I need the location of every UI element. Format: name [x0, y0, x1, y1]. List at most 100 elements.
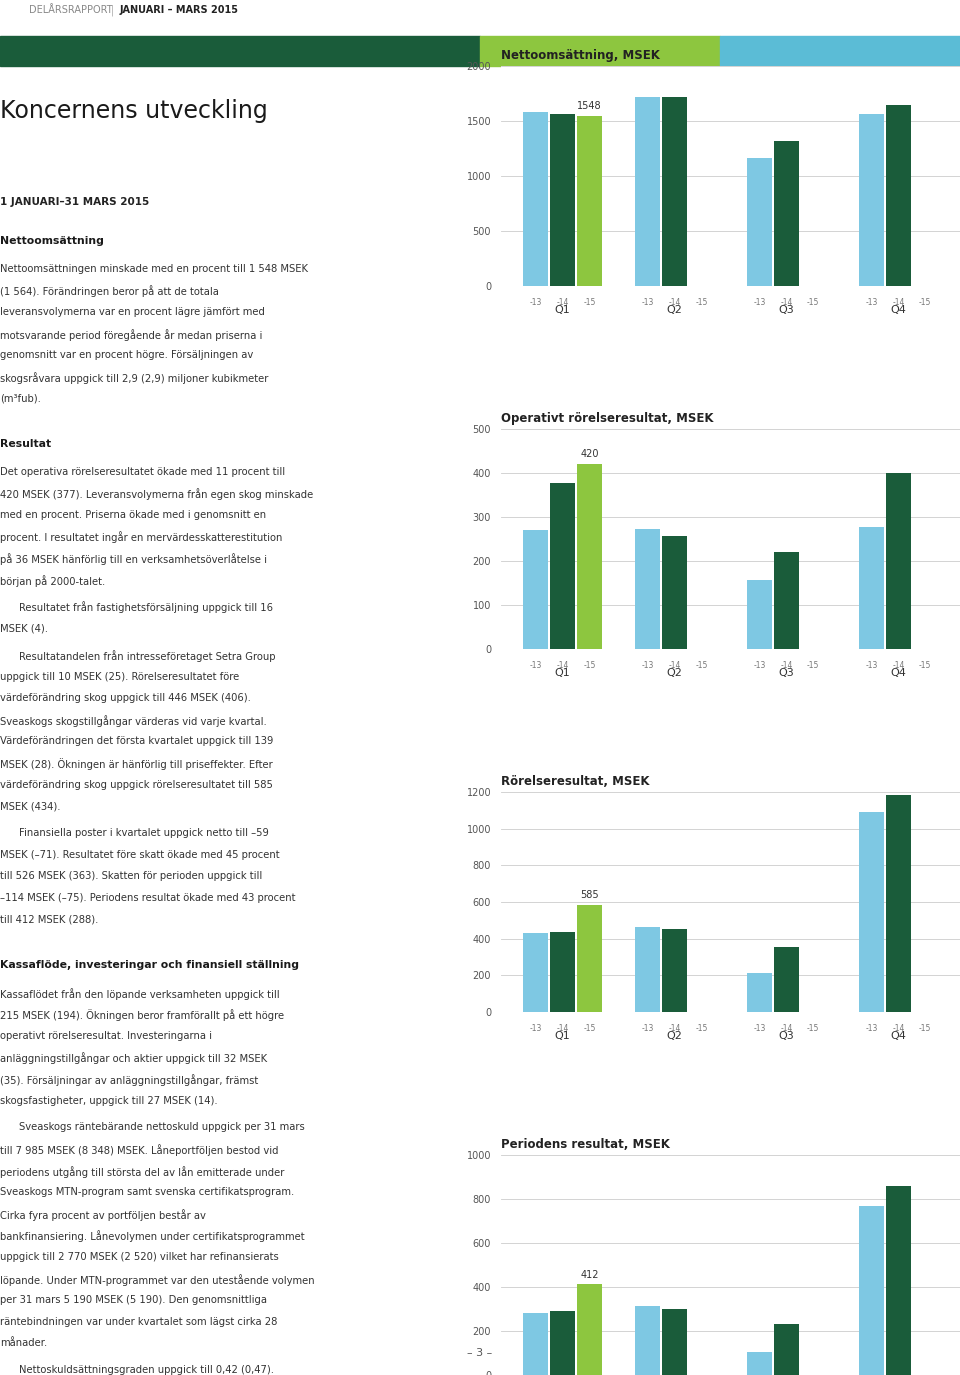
Text: Finansiella poster i kvartalet uppgick netto till –59: Finansiella poster i kvartalet uppgick n… [19, 828, 269, 837]
Text: Koncernens utveckling: Koncernens utveckling [0, 99, 268, 122]
Bar [886, 795, 911, 1012]
Text: -15: -15 [583, 1024, 595, 1033]
Bar [747, 158, 772, 286]
Text: (m³fub).: (m³fub). [0, 393, 41, 403]
Bar [747, 580, 772, 649]
Text: på 36 MSEK hänförlig till en verksamhetsöverlåtelse i: på 36 MSEK hänförlig till en verksamhets… [0, 553, 267, 565]
Text: uppgick till 10 MSEK (25). Rörelseresultatet före: uppgick till 10 MSEK (25). Rörelseresult… [0, 671, 239, 682]
Text: -14: -14 [892, 661, 904, 670]
Text: början på 2000-talet.: början på 2000-talet. [0, 575, 106, 587]
Bar [774, 553, 799, 649]
Bar [886, 104, 911, 286]
Text: Det operativa rörelseresultatet ökade med 11 procent till: Det operativa rörelseresultatet ökade me… [0, 466, 285, 477]
Bar [774, 947, 799, 1012]
Bar [577, 116, 602, 286]
Text: DELÅRSRAPPORT: DELÅRSRAPPORT [29, 6, 112, 15]
Text: Sveaskogs räntebärande nettoskuld uppgick per 31 mars: Sveaskogs räntebärande nettoskuld uppgic… [19, 1122, 305, 1133]
Text: 420: 420 [580, 450, 599, 459]
Text: 215 MSEK (194). Ökningen beror framförallt på ett högre: 215 MSEK (194). Ökningen beror framföral… [0, 1009, 284, 1022]
Text: -15: -15 [807, 1024, 820, 1033]
Bar [662, 536, 686, 649]
Bar [886, 473, 911, 649]
Text: 1548: 1548 [577, 100, 602, 111]
Text: Periodens resultat, MSEK: Periodens resultat, MSEK [501, 1138, 670, 1151]
Text: Kassaflödet från den löpande verksamheten uppgick till: Kassaflödet från den löpande verksamhete… [0, 987, 279, 1000]
Text: -15: -15 [919, 1024, 931, 1033]
Bar [859, 114, 884, 286]
Bar [774, 142, 799, 286]
Text: Rörelseresultat, MSEK: Rörelseresultat, MSEK [501, 775, 649, 788]
Bar [747, 1352, 772, 1375]
Text: -13: -13 [641, 298, 654, 307]
Text: -13: -13 [641, 661, 654, 670]
Bar [577, 905, 602, 1012]
Bar [636, 1306, 660, 1375]
Text: operativt rörelseresultat. Investeringarna i: operativt rörelseresultat. Investeringar… [0, 1031, 212, 1041]
Text: uppgick till 2 770 MSEK (2 520) vilket har refinansierats: uppgick till 2 770 MSEK (2 520) vilket h… [0, 1253, 278, 1262]
Text: Operativt rörelseresultat, MSEK: Operativt rörelseresultat, MSEK [501, 412, 713, 425]
Bar [550, 114, 575, 286]
Text: Resultatandelen från intresseföretaget Setra Group: Resultatandelen från intresseföretaget S… [19, 650, 276, 661]
Text: Cirka fyra procent av portföljen består av: Cirka fyra procent av portföljen består … [0, 1209, 205, 1221]
Bar [550, 932, 575, 1012]
Bar [774, 1324, 799, 1375]
Text: leveransvolymerna var en procent lägre jämfört med: leveransvolymerna var en procent lägre j… [0, 307, 265, 318]
Text: Resultat: Resultat [0, 439, 51, 448]
Bar [859, 813, 884, 1012]
Text: -13: -13 [529, 1024, 541, 1033]
Text: -14: -14 [780, 298, 793, 307]
Bar [859, 527, 884, 649]
Text: Nettoskuldsättningsgraden uppgick till 0,42 (0,47).: Nettoskuldsättningsgraden uppgick till 0… [19, 1365, 275, 1375]
Text: till 526 MSEK (363). Skatten för perioden uppgick till: till 526 MSEK (363). Skatten för periode… [0, 872, 262, 881]
Text: (35). Försäljningar av anläggningstillgångar, främst: (35). Försäljningar av anläggningstillgå… [0, 1074, 258, 1086]
Text: värdeförändring skog uppgick till 446 MSEK (406).: värdeförändring skog uppgick till 446 MS… [0, 693, 251, 703]
Text: -14: -14 [892, 298, 904, 307]
Text: -15: -15 [583, 298, 595, 307]
Bar [720, 36, 960, 66]
Text: med en procent. Priserna ökade med i genomsnitt en: med en procent. Priserna ökade med i gen… [0, 510, 266, 520]
Bar [886, 1187, 911, 1375]
Text: procent. I resultatet ingår en mervärdesskatterestitution: procent. I resultatet ingår en mervärdes… [0, 532, 282, 543]
Text: MSEK (434).: MSEK (434). [0, 802, 60, 811]
Bar [636, 529, 660, 649]
Text: -13: -13 [865, 298, 877, 307]
Text: Sveaskogs skogstillgångar värderas vid varje kvartal.: Sveaskogs skogstillgångar värderas vid v… [0, 715, 267, 726]
Text: genomsnitt var en procent högre. Försäljningen av: genomsnitt var en procent högre. Försälj… [0, 351, 253, 360]
Text: månader.: månader. [0, 1338, 47, 1349]
Text: Sveaskogs MTN-program samt svenska certifikatsprogram.: Sveaskogs MTN-program samt svenska certi… [0, 1187, 295, 1198]
Text: (1 564). Förändringen beror på att de totala: (1 564). Förändringen beror på att de to… [0, 286, 219, 297]
Text: bankfinansiering. Lånevolymen under certifikatsprogrammet: bankfinansiering. Lånevolymen under cert… [0, 1231, 304, 1243]
Text: -13: -13 [754, 298, 766, 307]
Text: -14: -14 [556, 661, 568, 670]
Text: -14: -14 [668, 661, 681, 670]
Text: 1 JANUARI–31 MARS 2015: 1 JANUARI–31 MARS 2015 [0, 197, 149, 206]
Text: Resultatet från fastighetsförsäljning uppgick till 16: Resultatet från fastighetsförsäljning up… [19, 601, 274, 613]
Bar [523, 934, 548, 1012]
Bar [636, 96, 660, 286]
Text: MSEK (–71). Resultatet före skatt ökade med 45 procent: MSEK (–71). Resultatet före skatt ökade … [0, 850, 279, 859]
Text: skogsfastigheter, uppgick till 27 MSEK (14).: skogsfastigheter, uppgick till 27 MSEK (… [0, 1096, 218, 1106]
Text: -15: -15 [807, 661, 820, 670]
Text: -15: -15 [919, 298, 931, 307]
Text: Nettoomsättning: Nettoomsättning [0, 235, 104, 246]
Text: 412: 412 [580, 1269, 599, 1280]
Text: JANUARI – MARS 2015: JANUARI – MARS 2015 [120, 6, 239, 15]
Text: -14: -14 [556, 298, 568, 307]
Text: Nettoomsättning, MSEK: Nettoomsättning, MSEK [501, 49, 660, 62]
Bar [577, 465, 602, 649]
Text: räntebindningen var under kvartalet som lägst cirka 28: räntebindningen var under kvartalet som … [0, 1317, 277, 1327]
Bar [0, 36, 480, 66]
Text: till 412 MSEK (288).: till 412 MSEK (288). [0, 914, 98, 924]
Text: anläggningstillgångar och aktier uppgick till 32 MSEK: anläggningstillgångar och aktier uppgick… [0, 1052, 267, 1064]
Text: -15: -15 [695, 661, 708, 670]
Text: |: | [110, 6, 113, 15]
Bar [636, 927, 660, 1012]
Text: -13: -13 [641, 1024, 654, 1033]
Text: Nettoomsättningen minskade med en procent till 1 548 MSEK: Nettoomsättningen minskade med en procen… [0, 264, 308, 274]
Text: -13: -13 [865, 661, 877, 670]
Text: MSEK (28). Ökningen är hänförlig till priseffekter. Efter: MSEK (28). Ökningen är hänförlig till pr… [0, 758, 273, 770]
Text: -14: -14 [668, 1024, 681, 1033]
Bar [523, 531, 548, 649]
Text: 585: 585 [580, 890, 599, 899]
Text: till 7 985 MSEK (8 348) MSEK. Låneportföljen bestod vid: till 7 985 MSEK (8 348) MSEK. Låneportfö… [0, 1144, 278, 1156]
